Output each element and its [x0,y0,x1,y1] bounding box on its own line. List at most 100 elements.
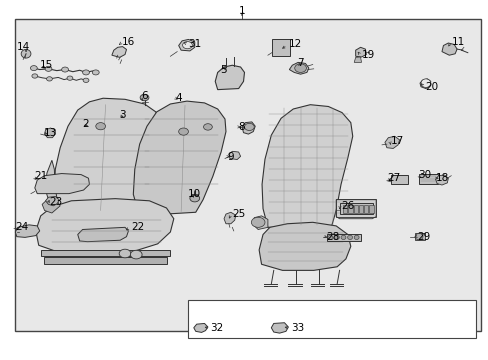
Text: 18: 18 [435,173,448,183]
Text: 10: 10 [188,189,201,199]
Bar [188,300,475,338]
Bar [418,174,437,184]
Ellipse shape [96,123,105,130]
Bar [335,199,375,217]
Text: 26: 26 [340,201,354,211]
Text: 13: 13 [43,128,57,138]
Text: 21: 21 [34,171,47,181]
Ellipse shape [32,74,38,78]
Ellipse shape [334,235,339,239]
Text: 33: 33 [290,323,304,333]
Bar [339,203,372,214]
Polygon shape [36,199,173,255]
Polygon shape [419,79,430,89]
Polygon shape [54,98,160,213]
Ellipse shape [182,41,192,49]
Polygon shape [228,151,240,159]
Bar [271,39,290,56]
Polygon shape [35,174,89,194]
Ellipse shape [294,64,306,72]
Polygon shape [435,175,447,185]
Polygon shape [271,323,288,333]
Ellipse shape [203,124,212,130]
Ellipse shape [251,217,264,227]
Polygon shape [441,43,456,55]
Text: 16: 16 [122,37,135,47]
Polygon shape [133,101,225,214]
Text: 4: 4 [175,93,182,103]
Ellipse shape [340,235,345,239]
Bar [390,175,407,184]
Ellipse shape [92,70,99,75]
Polygon shape [44,128,55,138]
Ellipse shape [130,250,142,259]
Bar [342,206,346,213]
Ellipse shape [67,76,73,80]
Text: 12: 12 [288,40,301,49]
Ellipse shape [353,235,358,239]
Polygon shape [42,200,60,213]
Polygon shape [242,122,255,134]
Polygon shape [355,47,366,57]
Polygon shape [384,136,399,148]
Text: 2: 2 [82,120,89,129]
Ellipse shape [244,123,254,131]
Text: 1: 1 [238,6,245,17]
Polygon shape [78,227,128,242]
Bar [347,206,352,213]
Text: 31: 31 [188,39,201,49]
Polygon shape [44,160,58,205]
Polygon shape [193,323,207,332]
Text: 30: 30 [418,170,431,180]
Bar [353,206,357,213]
Text: 14: 14 [17,42,30,52]
Text: 9: 9 [227,152,234,162]
Polygon shape [178,40,194,51]
Ellipse shape [45,66,52,71]
Text: 7: 7 [297,58,303,68]
Text: 11: 11 [451,37,464,47]
Polygon shape [112,46,126,57]
Bar [414,233,424,240]
Text: 8: 8 [238,122,244,132]
Ellipse shape [83,78,89,82]
Bar [15,19,480,330]
Ellipse shape [420,79,430,87]
Polygon shape [45,197,59,206]
Polygon shape [215,65,244,90]
Text: 3: 3 [119,111,125,121]
Polygon shape [262,105,352,227]
Text: 6: 6 [141,91,147,101]
Text: 15: 15 [40,60,53,70]
Bar [358,206,363,213]
Ellipse shape [414,233,422,240]
Text: 5: 5 [220,64,226,75]
Ellipse shape [178,128,188,135]
Polygon shape [224,212,235,224]
Bar [364,206,367,213]
Text: 25: 25 [232,209,245,219]
Text: 20: 20 [424,82,437,92]
Polygon shape [43,257,167,264]
Text: 23: 23 [49,197,62,207]
Ellipse shape [46,77,52,81]
Polygon shape [253,216,267,229]
Ellipse shape [347,235,352,239]
Polygon shape [353,57,361,62]
Text: 24: 24 [15,222,28,232]
Polygon shape [335,200,375,219]
Polygon shape [289,62,308,74]
Text: 27: 27 [386,173,400,183]
Polygon shape [15,225,40,237]
Text: 28: 28 [326,232,339,242]
Ellipse shape [327,235,332,239]
Text: 19: 19 [361,50,374,60]
Ellipse shape [61,67,68,72]
Ellipse shape [140,94,149,101]
Text: 22: 22 [131,222,144,232]
Ellipse shape [189,195,199,202]
Ellipse shape [119,249,131,258]
Ellipse shape [82,70,89,75]
Bar [327,234,360,241]
Polygon shape [259,222,350,270]
